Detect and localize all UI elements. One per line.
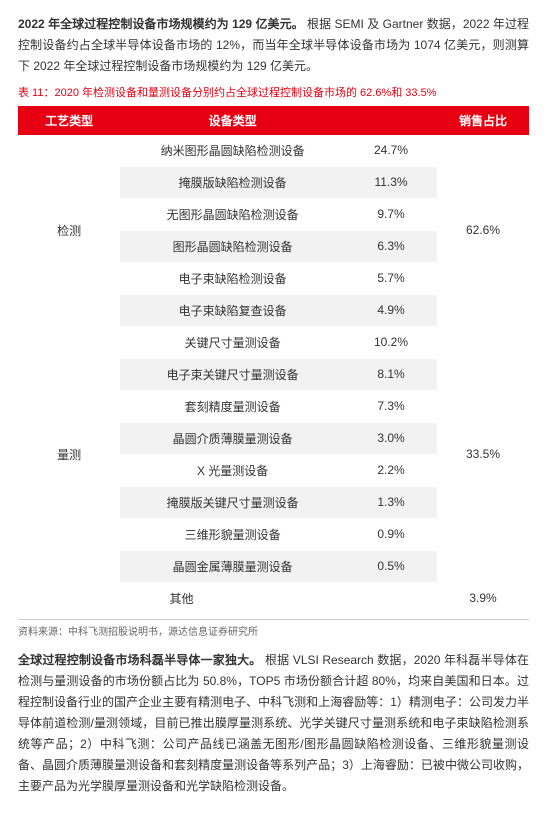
table-source: 资料来源：中科飞测招股说明书，源达信息证券研究所 — [18, 619, 529, 638]
device-pct-cell: 0.9% — [345, 518, 437, 550]
device-pct-cell: 6.3% — [345, 230, 437, 262]
device-name-cell: 关键尺寸量测设备 — [120, 326, 345, 358]
sales-share-cell: 62.6% — [437, 135, 529, 327]
intro-lead-1: 2022 年全球过程控制设备市场规模约为 129 亿美元。 — [18, 17, 304, 31]
table-title: 表 11：2020 年检测设备和量测设备分别约占全球过程控制设备市场的 62.6… — [18, 85, 529, 102]
other-label-cell: 其他 — [18, 582, 345, 614]
device-name-cell: X 光量测设备 — [120, 454, 345, 486]
device-name-cell: 掩膜版缺陷检测设备 — [120, 166, 345, 198]
device-name-cell: 晶圆介质薄膜量测设备 — [120, 422, 345, 454]
table-header-row: 工艺类型 设备类型 销售占比 — [18, 106, 529, 135]
device-name-cell: 电子束缺陷复查设备 — [120, 294, 345, 326]
device-pct-cell: 10.2% — [345, 326, 437, 358]
category-cell: 检测 — [18, 135, 120, 327]
col-device-type: 设备类型 — [120, 106, 345, 135]
device-pct-cell: 0.5% — [345, 550, 437, 582]
col-blank — [345, 106, 437, 135]
device-pct-cell: 24.7% — [345, 135, 437, 167]
device-pct-cell: 8.1% — [345, 358, 437, 390]
device-name-cell: 电子束缺陷检测设备 — [120, 262, 345, 294]
col-process-type: 工艺类型 — [18, 106, 120, 135]
device-pct-cell: 3.0% — [345, 422, 437, 454]
intro-paragraph-1: 2022 年全球过程控制设备市场规模约为 129 亿美元。 根据 SEMI 及 … — [18, 14, 529, 77]
device-pct-cell: 5.7% — [345, 262, 437, 294]
device-name-cell: 套刻精度量测设备 — [120, 390, 345, 422]
device-name-cell: 掩膜版关键尺寸量测设备 — [120, 486, 345, 518]
device-name-cell: 无图形晶圆缺陷检测设备 — [120, 198, 345, 230]
sales-share-cell: 33.5% — [437, 326, 529, 582]
equipment-share-table: 工艺类型 设备类型 销售占比 检测纳米图形晶圆缺陷检测设备24.7%62.6%掩… — [18, 106, 529, 615]
device-pct-cell: 11.3% — [345, 166, 437, 198]
col-sales-share: 销售占比 — [437, 106, 529, 135]
device-name-cell: 图形晶圆缺陷检测设备 — [120, 230, 345, 262]
device-pct-cell: 2.2% — [345, 454, 437, 486]
table-row: 量测关键尺寸量测设备10.2%33.5% — [18, 326, 529, 358]
device-name-cell: 三维形貌量测设备 — [120, 518, 345, 550]
table-row: 检测纳米图形晶圆缺陷检测设备24.7%62.6% — [18, 135, 529, 167]
device-name-cell: 电子束关键尺寸量测设备 — [120, 358, 345, 390]
device-name-cell: 纳米图形晶圆缺陷检测设备 — [120, 135, 345, 167]
device-pct-cell: 1.3% — [345, 486, 437, 518]
other-value-cell: 3.9% — [437, 582, 529, 614]
intro-rest-2: 根据 VLSI Research 数据，2020 年科磊半导体在检测与量测设备的… — [18, 653, 529, 793]
table-row-other: 其他 3.9% — [18, 582, 529, 614]
other-blank-cell — [345, 582, 437, 614]
category-cell: 量测 — [18, 326, 120, 582]
device-pct-cell: 9.7% — [345, 198, 437, 230]
intro-paragraph-2: 全球过程控制设备市场科磊半导体一家独大。 根据 VLSI Research 数据… — [18, 650, 529, 797]
device-name-cell: 晶圆金属薄膜量测设备 — [120, 550, 345, 582]
intro-lead-2: 全球过程控制设备市场科磊半导体一家独大。 — [18, 653, 261, 667]
device-pct-cell: 4.9% — [345, 294, 437, 326]
device-pct-cell: 7.3% — [345, 390, 437, 422]
